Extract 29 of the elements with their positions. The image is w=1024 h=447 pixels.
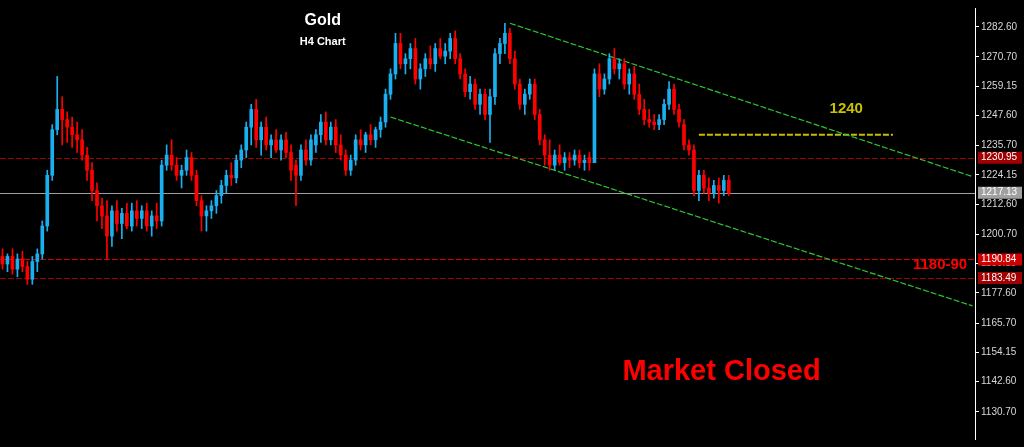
candlestick xyxy=(707,177,711,202)
candlestick xyxy=(652,114,656,131)
candlestick xyxy=(716,177,721,204)
series-label: 1240 xyxy=(829,98,863,116)
y-tick-label: 1282.60 xyxy=(981,20,1018,32)
candlestick xyxy=(229,162,234,186)
y-tick-label: 1270.70 xyxy=(981,50,1018,62)
text: H4 Chart xyxy=(299,35,346,48)
y-tick-label: 1259.15 xyxy=(981,79,1018,91)
candlestick xyxy=(154,202,159,229)
y-tick-label: 1212.60 xyxy=(981,197,1018,209)
y-tick-label: 1200.70 xyxy=(981,228,1018,240)
chart-title: Gold xyxy=(304,11,341,29)
candlestick xyxy=(269,134,273,158)
y-tick-label: 1224.15 xyxy=(981,168,1018,180)
y-tick-label: 1177.60 xyxy=(981,286,1017,298)
annotation: Market Closed xyxy=(622,354,821,387)
y-tick-label: 1247.60 xyxy=(981,109,1018,121)
y-tick-label: 1154.15 xyxy=(981,346,1017,358)
y-tick-label: 1165.70 xyxy=(981,316,1017,328)
y-tick-label: 1235.70 xyxy=(981,139,1018,151)
ref-line-label: 1217.13 xyxy=(981,186,1018,198)
annotation: 1180-90 xyxy=(912,254,968,272)
ref-line-label: 1230.95 xyxy=(981,151,1018,163)
ref-line-label: 1190.84 xyxy=(981,253,1017,265)
y-tick-label: 1142.60 xyxy=(981,375,1017,387)
ref-line-label: 1183.49 xyxy=(981,271,1017,283)
candlestick xyxy=(60,96,65,146)
y-tick-label: 1130.70 xyxy=(981,405,1017,417)
